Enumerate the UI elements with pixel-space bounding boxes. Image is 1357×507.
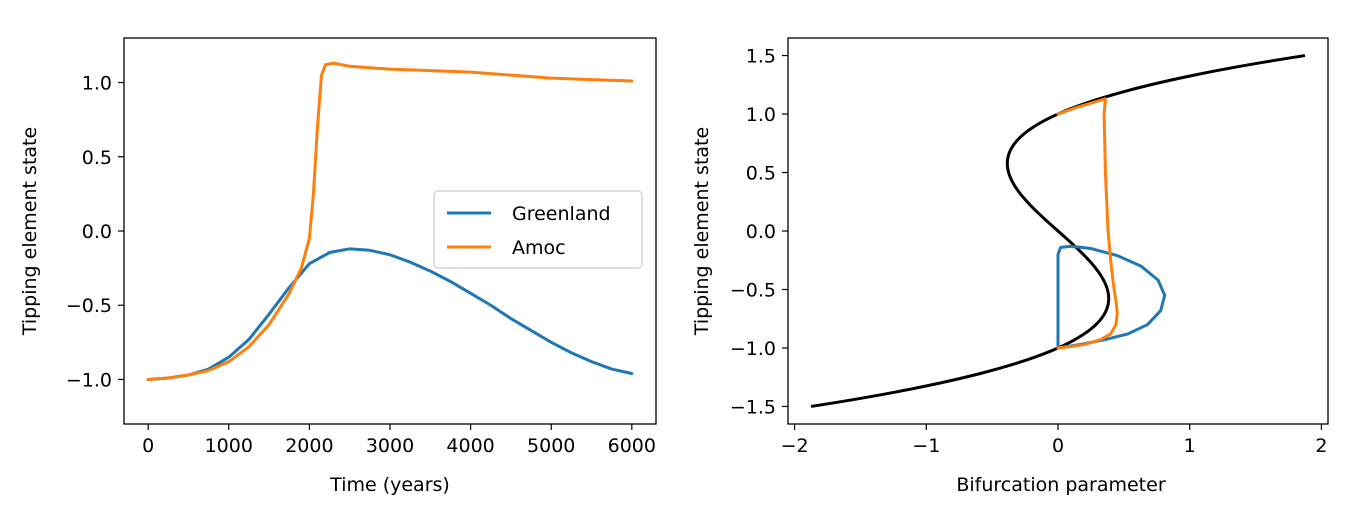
left-y-axis-label: Tipping element state <box>19 127 41 336</box>
right-y-tick-label: 1.5 <box>746 46 776 68</box>
right-panel-bifurcation: −2 −1 0 1 2 −1.5 −1.0 −0.5 0.0 0.5 1.0 1.5 Bifurca… <box>691 37 1329 496</box>
left-y-tick-label: 0.0 <box>82 221 112 243</box>
legend: Greenland Amoc <box>433 190 643 269</box>
left-plot-lines <box>146 61 634 381</box>
left-x-tick-label: 4000 <box>446 435 494 457</box>
left-series-amoc-line <box>146 61 634 381</box>
right-x-tick-label: −2 <box>781 435 809 457</box>
left-x-tick-label: 1000 <box>205 435 253 457</box>
legend-box <box>433 190 643 269</box>
right-x-ticks: −2 −1 0 1 2 <box>781 424 1327 457</box>
left-x-axis-label: Time (years) <box>329 474 450 496</box>
right-x-tick-label: −1 <box>912 435 940 457</box>
left-y-tick-label: 0.5 <box>82 147 112 169</box>
legend-amoc-label: Amoc <box>512 237 566 259</box>
left-x-tick-label: 0 <box>142 435 154 457</box>
left-x-tick-label: 3000 <box>366 435 414 457</box>
left-y-ticks: −1.0 −0.5 0.0 0.5 1.0 <box>66 73 124 391</box>
left-x-tick-label: 6000 <box>608 435 656 457</box>
right-plot-lines <box>810 54 1306 408</box>
right-y-tick-label: 0.5 <box>746 163 776 185</box>
left-series-greenland-line <box>146 247 634 381</box>
right-x-tick-label: 0 <box>1052 435 1064 457</box>
left-x-tick-label: 2000 <box>285 435 333 457</box>
right-y-tick-label: 1.0 <box>746 104 776 126</box>
left-panel-time-series: 0 1000 2000 3000 4000 5000 6000 −1.0 −0.5 0.0 0.5… <box>19 37 657 496</box>
right-y-tick-label: −1.5 <box>730 396 776 418</box>
left-y-tick-label: 1.0 <box>82 73 112 95</box>
right-x-axis-label: Bifurcation parameter <box>956 474 1165 496</box>
left-x-ticks: 0 1000 2000 3000 4000 5000 6000 <box>142 424 656 457</box>
left-y-tick-label: −1.0 <box>66 369 112 391</box>
right-x-tick-label: 1 <box>1184 435 1196 457</box>
right-series-amoc-line <box>1056 97 1119 350</box>
right-y-axis-label: Tipping element state <box>691 127 713 336</box>
right-y-tick-label: −1.0 <box>730 338 776 360</box>
left-x-tick-label: 5000 <box>527 435 575 457</box>
legend-greenland-label: Greenland <box>512 203 611 225</box>
right-y-ticks: −1.5 −1.0 −0.5 0.0 0.5 1.0 1.5 <box>730 46 788 418</box>
right-y-tick-label: 0.0 <box>746 221 776 243</box>
left-y-tick-label: −0.5 <box>66 295 112 317</box>
right-x-tick-label: 2 <box>1315 435 1327 457</box>
right-y-tick-label: −0.5 <box>730 279 776 301</box>
